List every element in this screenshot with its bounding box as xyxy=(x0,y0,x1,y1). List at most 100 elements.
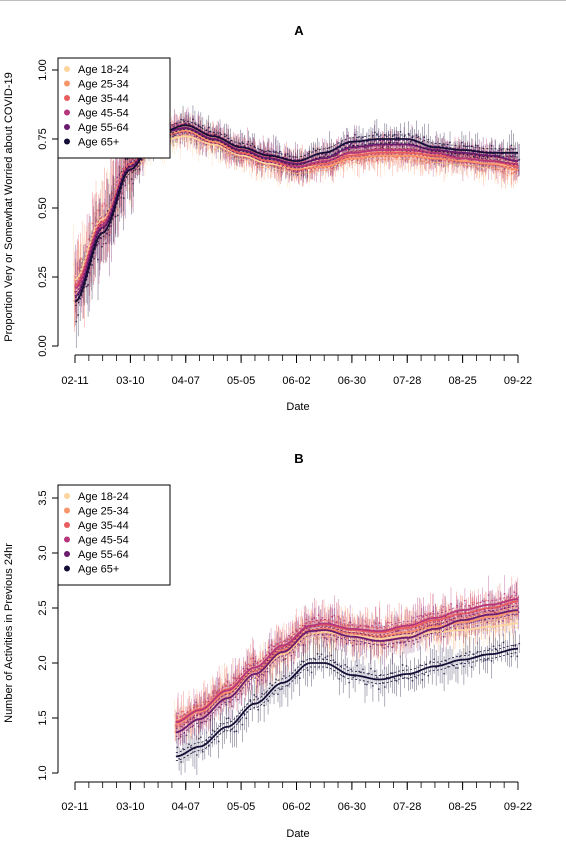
legend-box xyxy=(57,484,171,586)
y-tick-label: 1.00 xyxy=(37,59,49,80)
data-point xyxy=(360,138,362,140)
band-lower-age-65- xyxy=(175,652,519,761)
y-tick-label: 1.5 xyxy=(37,710,49,725)
data-point xyxy=(346,624,349,627)
data-point xyxy=(490,144,493,147)
legend-box xyxy=(57,57,171,159)
data-point xyxy=(122,197,125,200)
legend-label: Age 35-44 xyxy=(78,520,129,532)
data-point xyxy=(338,677,341,680)
data-point xyxy=(291,631,294,634)
data-point xyxy=(286,153,289,155)
data-point xyxy=(176,746,179,749)
data-point xyxy=(506,652,509,654)
data-point xyxy=(470,666,473,668)
data-point xyxy=(513,591,516,594)
x-tick-label: 03-10 xyxy=(116,375,144,387)
data-point xyxy=(275,678,277,681)
panel-title: A xyxy=(294,23,304,38)
data-point xyxy=(386,621,389,624)
data-point xyxy=(486,621,489,624)
data-point xyxy=(403,135,406,138)
legend-swatch xyxy=(64,66,70,72)
data-point xyxy=(259,148,262,151)
data-point xyxy=(248,683,251,685)
data-point xyxy=(455,667,457,669)
data-point xyxy=(413,642,415,645)
data-point xyxy=(510,655,513,658)
data-point xyxy=(372,136,374,138)
data-point xyxy=(377,688,380,690)
data-point xyxy=(498,621,500,623)
data-point xyxy=(177,737,180,740)
data-point xyxy=(462,627,465,630)
data-point xyxy=(321,616,324,619)
y-tick-label: 0.75 xyxy=(37,128,49,149)
data-point xyxy=(126,158,129,160)
data-point xyxy=(340,664,343,667)
y-tick-label: 2.0 xyxy=(37,655,49,670)
legend-swatch xyxy=(64,507,70,514)
data-point xyxy=(182,710,185,713)
data-point xyxy=(199,126,202,129)
data-point xyxy=(335,638,338,641)
data-point xyxy=(351,644,354,647)
series-line-age-25-34 xyxy=(175,610,519,725)
data-point xyxy=(116,176,119,179)
band-lower-age-55-64 xyxy=(175,613,519,737)
x-axis-label: Date xyxy=(286,401,309,413)
x-tick-label: 05-05 xyxy=(227,801,255,813)
data-point xyxy=(174,134,177,136)
data-point xyxy=(362,668,364,671)
data-point xyxy=(364,683,366,686)
data-point xyxy=(258,674,261,676)
band-upper-age-65- xyxy=(175,644,519,753)
data-point xyxy=(173,122,176,125)
data-point xyxy=(423,673,426,676)
data-point xyxy=(362,136,364,139)
data-point xyxy=(372,684,374,687)
data-point xyxy=(518,158,521,161)
y-tick-label: 3.0 xyxy=(37,545,49,560)
data-point xyxy=(182,747,184,750)
data-point xyxy=(466,660,469,663)
data-point xyxy=(494,647,497,650)
x-tick-label: 09-22 xyxy=(504,801,532,813)
data-point xyxy=(253,145,256,148)
data-point xyxy=(375,676,378,679)
legend-label: Age 45-54 xyxy=(78,535,129,547)
data-point xyxy=(195,754,198,756)
data-point xyxy=(173,144,176,147)
data-point xyxy=(263,150,266,153)
y-axis-label: Proportion Very or Somewhat Worried abou… xyxy=(3,72,15,341)
data-point xyxy=(397,629,400,632)
data-point xyxy=(355,643,358,646)
y-tick-label: 0.25 xyxy=(37,266,49,287)
data-point xyxy=(498,644,501,647)
data-point xyxy=(485,599,488,602)
legend-label: Age 18-24 xyxy=(78,64,129,76)
data-point xyxy=(375,133,378,135)
data-point xyxy=(356,664,358,667)
data-point xyxy=(476,144,479,147)
x-tick-label: 02-11 xyxy=(61,375,88,387)
legend-swatch xyxy=(64,109,70,116)
x-tick-label: 08-25 xyxy=(449,375,477,387)
data-point xyxy=(393,133,396,136)
data-point xyxy=(391,672,394,675)
data-point xyxy=(102,242,105,245)
data-point xyxy=(310,671,313,674)
data-point xyxy=(207,126,210,129)
band-lower-age-18-24 xyxy=(175,627,518,727)
data-point xyxy=(266,670,269,673)
data-point xyxy=(283,674,285,677)
data-point xyxy=(205,720,208,723)
data-point xyxy=(403,676,406,679)
data-point xyxy=(86,245,89,248)
data-point xyxy=(461,603,464,606)
data-point xyxy=(233,730,236,733)
data-point xyxy=(366,683,368,686)
data-point xyxy=(173,714,176,717)
data-point xyxy=(393,677,396,680)
